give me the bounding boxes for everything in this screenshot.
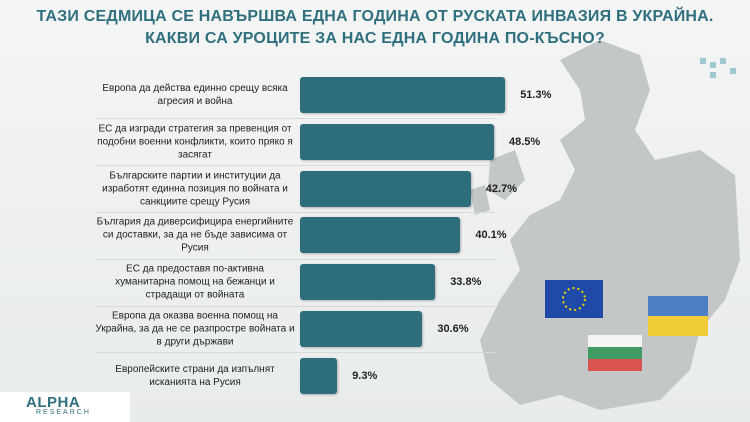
category-label: ЕС да предоставя по-активна хуманитарна … bbox=[115, 263, 275, 301]
logo-name: ALPHA bbox=[26, 394, 81, 411]
category-label: Българските партии и институции да израб… bbox=[102, 170, 288, 208]
eu-flag bbox=[545, 280, 603, 318]
category-label: Европа да действа единно срещу всяка агр… bbox=[102, 83, 288, 107]
ua-flag-top bbox=[648, 296, 708, 316]
row-separator bbox=[95, 118, 495, 120]
bar bbox=[300, 311, 423, 347]
value-label: 9.3% bbox=[352, 369, 378, 382]
bar bbox=[300, 170, 471, 207]
bar bbox=[300, 264, 436, 301]
bar bbox=[300, 77, 506, 113]
value-label: 30.6% bbox=[437, 323, 469, 335]
bg-flag-white bbox=[588, 335, 642, 347]
dots bbox=[700, 58, 736, 78]
chart-title: ТАЗИ СЕДМИЦА СЕ НАВЪРШВА ЕДНА ГОДИНА ОТ … bbox=[36, 8, 714, 25]
value-label: 33.8% bbox=[450, 276, 482, 289]
category-label: Европа да оказва военна помощ на Украйна… bbox=[95, 310, 295, 348]
row-separator bbox=[95, 212, 495, 213]
value-label: 42.7% bbox=[485, 182, 517, 195]
logo: ALPHA RESEARCH bbox=[4, 392, 122, 420]
category-label: Европейските страни да изпълнят исканият… bbox=[115, 363, 275, 388]
bar bbox=[300, 357, 338, 394]
row-separator bbox=[95, 305, 495, 307]
bg-flag-red bbox=[588, 359, 642, 371]
value-label: 40.1% bbox=[475, 229, 507, 242]
row-separator bbox=[95, 352, 495, 354]
logo-sub: RESEARCH bbox=[36, 409, 91, 416]
category-label: България да диверсифицира енергийните си… bbox=[96, 216, 294, 254]
bar bbox=[300, 123, 494, 160]
row-separator bbox=[95, 165, 495, 167]
eu-stars bbox=[562, 287, 586, 311]
chart-title: КАКВИ СА УРОЦИТЕ ЗА НАС ЕДНА ГОДИНА ПО-К… bbox=[145, 30, 605, 47]
value-label: 48.5% bbox=[509, 135, 541, 148]
bg-flag-green bbox=[588, 347, 642, 359]
category-label: ЕС да изгради стратегия за превенция от … bbox=[97, 123, 293, 161]
value-label: 51.3% bbox=[520, 89, 552, 101]
row-separator bbox=[95, 258, 495, 260]
bar bbox=[300, 217, 461, 254]
ua-flag-bottom bbox=[648, 316, 708, 336]
